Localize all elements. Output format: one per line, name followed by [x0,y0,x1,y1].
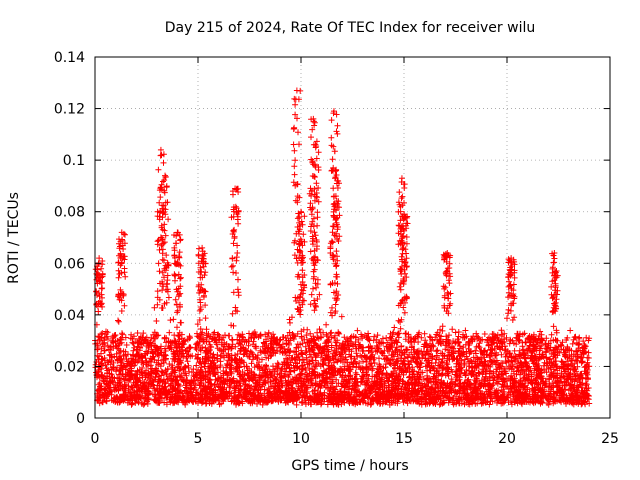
peak-point [333,167,340,174]
y-tick-label: 0.08 [54,205,85,221]
peak-point [298,208,304,215]
x-tick-label: 5 [194,431,203,447]
x-tick-label: 20 [498,431,516,447]
peak-point [293,87,300,94]
peak-point [118,229,125,236]
x-tick-label: 15 [395,431,413,447]
peak-point [551,249,558,256]
y-tick-label: 0.06 [54,256,85,272]
chart-title: Day 215 of 2024, Rate Of TEC Index for r… [165,20,535,36]
scatter-markers [92,87,593,408]
plot-frame [94,56,611,419]
x-tick-label: 25 [601,431,619,447]
x-tick-label: 10 [292,431,310,447]
plot-border [94,56,611,419]
peak-point [310,115,317,122]
y-tick-label: 0.04 [54,308,85,324]
peak-point [174,229,181,236]
peak-point [330,108,337,115]
peak-point [444,249,451,256]
peak-point [157,146,164,153]
peak-point [162,172,169,179]
y-axis-label: ROTI / TECUs [6,192,22,284]
y-tick-label: 0 [76,411,85,427]
y-tick-label: 0.1 [63,153,85,169]
y-axis-ticks: 0 0.02 0.04 0.06 0.08 0.1 0.12 0.14 [54,50,610,427]
x-tick-label: 0 [91,431,100,447]
peak-point [96,255,103,262]
peak-point [312,141,319,148]
peak-point [199,244,206,251]
data-points [92,87,593,408]
peak-point [508,255,515,262]
x-axis-ticks: 0 5 10 15 20 25 [91,57,619,447]
peak-point [398,175,405,182]
y-tick-label: 0.12 [54,102,85,118]
peak-point [401,211,407,218]
peak-point [232,185,239,192]
y-tick-label: 0.02 [54,359,85,375]
x-axis-label: GPS time / hours [291,458,408,474]
y-tick-label: 0.14 [54,50,85,66]
